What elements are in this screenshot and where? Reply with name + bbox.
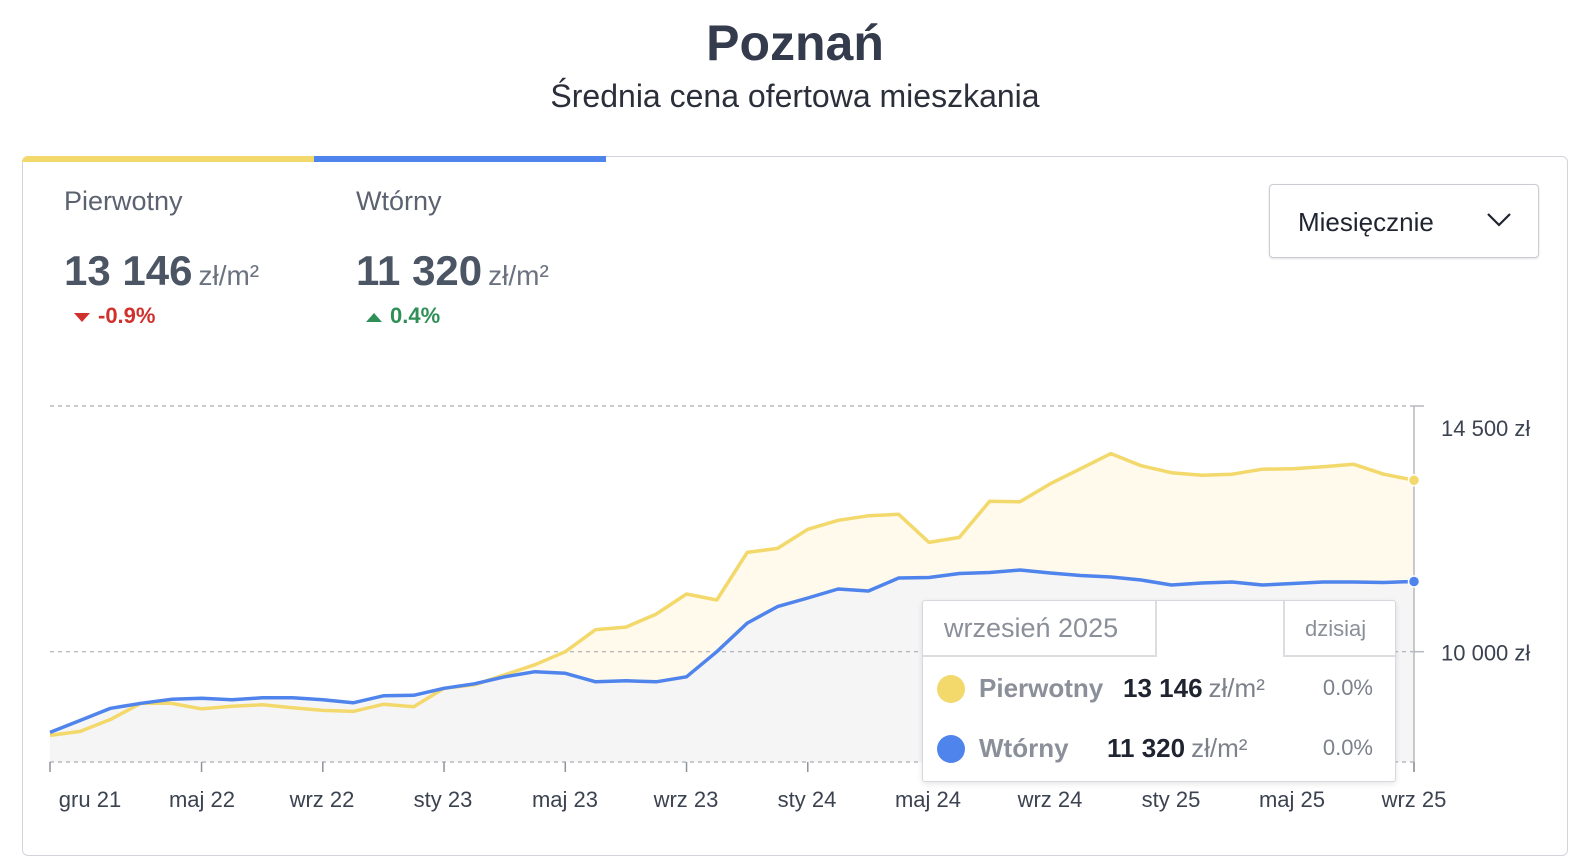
series-line-pierwotny — [49, 451, 1415, 738]
tooltip-value: 11 320 — [1107, 733, 1186, 763]
tooltip-value: 13 146 — [1123, 673, 1203, 703]
series-end-marker — [1407, 473, 1421, 487]
tooltip-today-label: dzisiaj — [1283, 601, 1397, 657]
tab-indicator-primary[interactable] — [22, 156, 314, 162]
tooltip-unit: zł/m² — [1208, 673, 1265, 703]
x-tick-label: maj 24 — [895, 787, 961, 812]
page-subtitle: Średnia cena ofertowa mieszkania — [550, 78, 1040, 114]
y-tick-label: 14 500 zł — [1441, 416, 1530, 441]
tooltip-date: wrzesień 2025 — [923, 601, 1157, 657]
y-tick-label: 10 000 zł — [1441, 641, 1530, 666]
tooltip-unit: zł/m² — [1191, 733, 1248, 763]
stat-change: 0.4% — [390, 303, 441, 328]
x-tick-label: wrz 23 — [653, 787, 719, 812]
tooltip-series-name: Wtórny — [979, 733, 1069, 763]
x-tick-label: wrz 25 — [1381, 787, 1447, 812]
series-line-wtorny — [49, 568, 1415, 735]
period-select[interactable]: Miesięcznie — [1269, 184, 1539, 258]
x-tick-label: maj 23 — [532, 787, 598, 812]
stat-secondary[interactable]: Wtórny 11 320 zł/m² 0.4% — [356, 186, 549, 329]
x-tick-label: sty 23 — [414, 787, 473, 812]
stat-value: 11 320 — [356, 247, 483, 294]
x-tick-label: maj 22 — [169, 787, 235, 812]
tab-indicator-secondary[interactable] — [314, 156, 606, 162]
tooltip-row-secondary: Wtórny 11 320 zł/m² 0.0% — [937, 729, 1387, 769]
stat-label: Pierwotny — [64, 186, 183, 216]
series-end-marker — [1407, 575, 1421, 588]
stat-unit: zł/m² — [488, 260, 549, 291]
legend-dot-primary — [937, 675, 965, 703]
x-tick-label: gru 21 — [59, 787, 121, 812]
tooltip-row-primary: Pierwotny 13 146 zł/m² 0.0% — [937, 669, 1387, 709]
chevron-down-icon — [1487, 213, 1511, 227]
x-tick-label: sty 24 — [778, 787, 837, 812]
x-tick-label: wrz 24 — [1017, 787, 1083, 812]
stat-change: -0.9% — [98, 303, 156, 328]
triangle-up-icon — [366, 312, 382, 322]
stat-value: 13 146 — [64, 247, 193, 294]
tooltip-series-name: Pierwotny — [979, 673, 1104, 703]
stat-label: Wtórny — [356, 186, 442, 216]
legend-dot-secondary — [937, 735, 965, 763]
page-title: Poznań — [706, 15, 884, 71]
triangle-down-icon — [74, 312, 90, 322]
x-tick-label: sty 25 — [1142, 787, 1201, 812]
tooltip-change: 0.0% — [1322, 735, 1373, 760]
chart-tooltip: wrzesień 2025 dzisiaj Pierwotny 13 146 zł… — [922, 600, 1397, 782]
x-tick-label: wrz 22 — [289, 787, 355, 812]
stat-primary[interactable]: Pierwotny 13 146 zł/m² -0.9% — [64, 186, 259, 329]
tooltip-change: 0.0% — [1322, 675, 1373, 700]
x-tick-label: maj 25 — [1259, 787, 1325, 812]
stat-unit: zł/m² — [198, 260, 260, 291]
period-select-value: Miesięcznie — [1298, 207, 1434, 237]
